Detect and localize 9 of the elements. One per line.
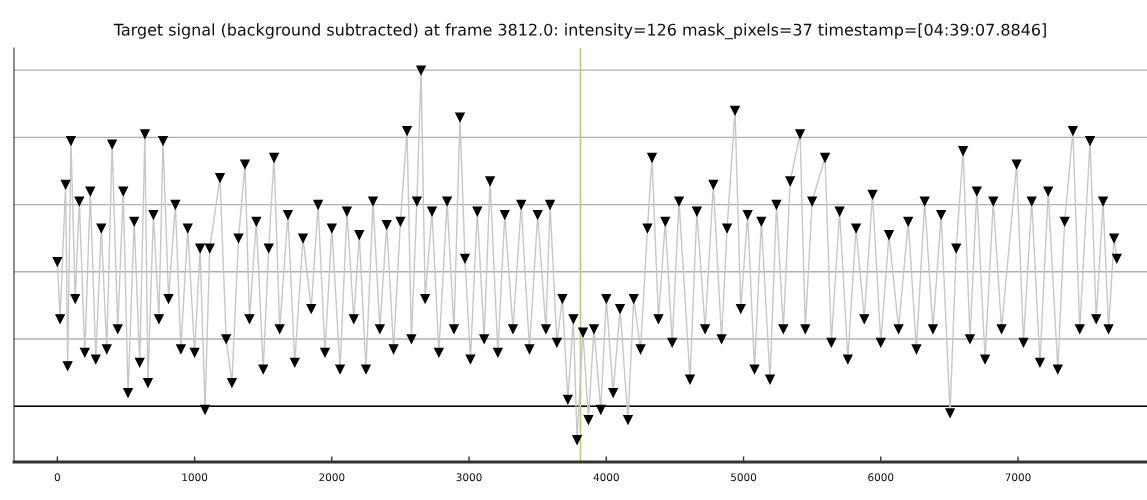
- x-tick-label: 7000: [1005, 473, 1031, 482]
- x-tick-label: 2000: [319, 473, 345, 482]
- x-tick-label: 5000: [731, 473, 757, 482]
- x-tick-label: 3000: [456, 473, 482, 482]
- x-tick-label: 0: [54, 473, 60, 482]
- x-tick-label: 1000: [182, 473, 208, 482]
- x-tick-label: 4000: [593, 473, 619, 482]
- x-tick-label: 6000: [868, 473, 894, 482]
- chart-title: Target signal (background subtracted) at frame 3812.0: intensity=126 mask_pixels=37 timestamp=[04:39:07.8846]: [113, 23, 1046, 40]
